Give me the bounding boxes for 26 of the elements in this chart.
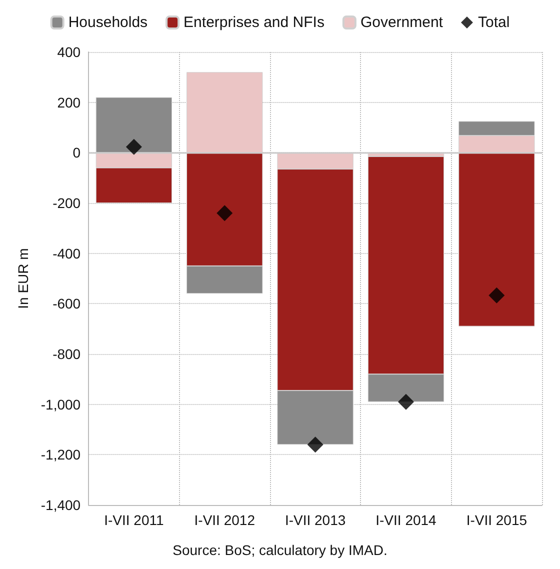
x-tick-label: I-VII 2012 <box>194 512 256 528</box>
x-tick-label: I-VII 2014 <box>376 512 437 528</box>
legend-label: Total <box>478 14 510 31</box>
y-axis-title: In EUR m <box>15 248 31 309</box>
point <box>398 394 414 410</box>
legend-label: Government <box>360 14 444 31</box>
y-tick-label: -800 <box>52 346 81 362</box>
y-tick-label: -600 <box>52 296 81 312</box>
x-tick-label: I-VII 2015 <box>466 512 528 528</box>
point <box>488 287 505 304</box>
y-tick-label: -1,200 <box>40 446 81 463</box>
y-tick-label: -1,000 <box>40 396 81 412</box>
point <box>307 436 324 453</box>
point <box>216 205 233 222</box>
y-tick-label: -400 <box>52 245 81 262</box>
y-tick-label: 200 <box>57 94 81 110</box>
point <box>126 138 142 155</box>
x-tick-label: I-VII 2013 <box>284 512 346 528</box>
y-tick-label: 0 <box>72 144 81 161</box>
source-note: Source: BoS; calculatory by IMAD. <box>172 542 388 558</box>
legend-label: Enterprises and NFIs <box>184 14 324 31</box>
y-tick-label: 400 <box>57 44 81 60</box>
y-tick-label: -200 <box>52 195 81 211</box>
legend-label: Households <box>68 14 148 31</box>
x-tick-label: I-VII 2011 <box>104 512 164 528</box>
y-tick-label: -1,400 <box>40 497 81 513</box>
